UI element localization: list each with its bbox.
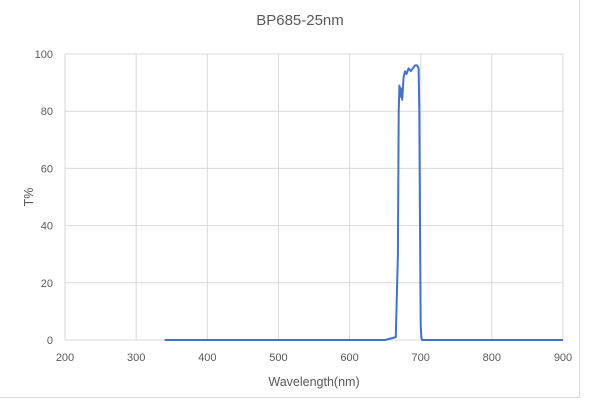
x-tick-label: 200	[56, 352, 74, 364]
x-tick-label: 300	[127, 352, 145, 364]
series-line	[164, 64, 563, 341]
y-tick-label: 20	[41, 278, 53, 290]
data-series	[164, 64, 563, 341]
y-tick-label: 0	[47, 335, 53, 347]
y-axis-ticks: 0 20 40 60 80 100	[35, 49, 53, 347]
y-tick-label: 60	[41, 163, 53, 175]
gridlines	[64, 53, 564, 341]
x-axis-title: Wavelength(nm)	[268, 375, 359, 389]
x-axis-ticks: 200 300 400 500 600 700 800 900	[56, 352, 572, 364]
chart-frame	[0, 0, 580, 398]
x-tick-label: 600	[340, 352, 358, 364]
x-tick-label: 900	[554, 352, 572, 364]
x-tick-label: 700	[412, 352, 430, 364]
y-tick-label: 80	[41, 106, 53, 118]
chart-title: BP685-25nm	[256, 12, 344, 29]
y-tick-label: 100	[35, 49, 53, 61]
x-tick-label: 400	[198, 352, 216, 364]
y-axis-title: T%	[22, 188, 36, 207]
y-tick-label: 40	[41, 221, 53, 233]
x-tick-label: 800	[483, 352, 501, 364]
x-tick-label: 500	[269, 352, 287, 364]
